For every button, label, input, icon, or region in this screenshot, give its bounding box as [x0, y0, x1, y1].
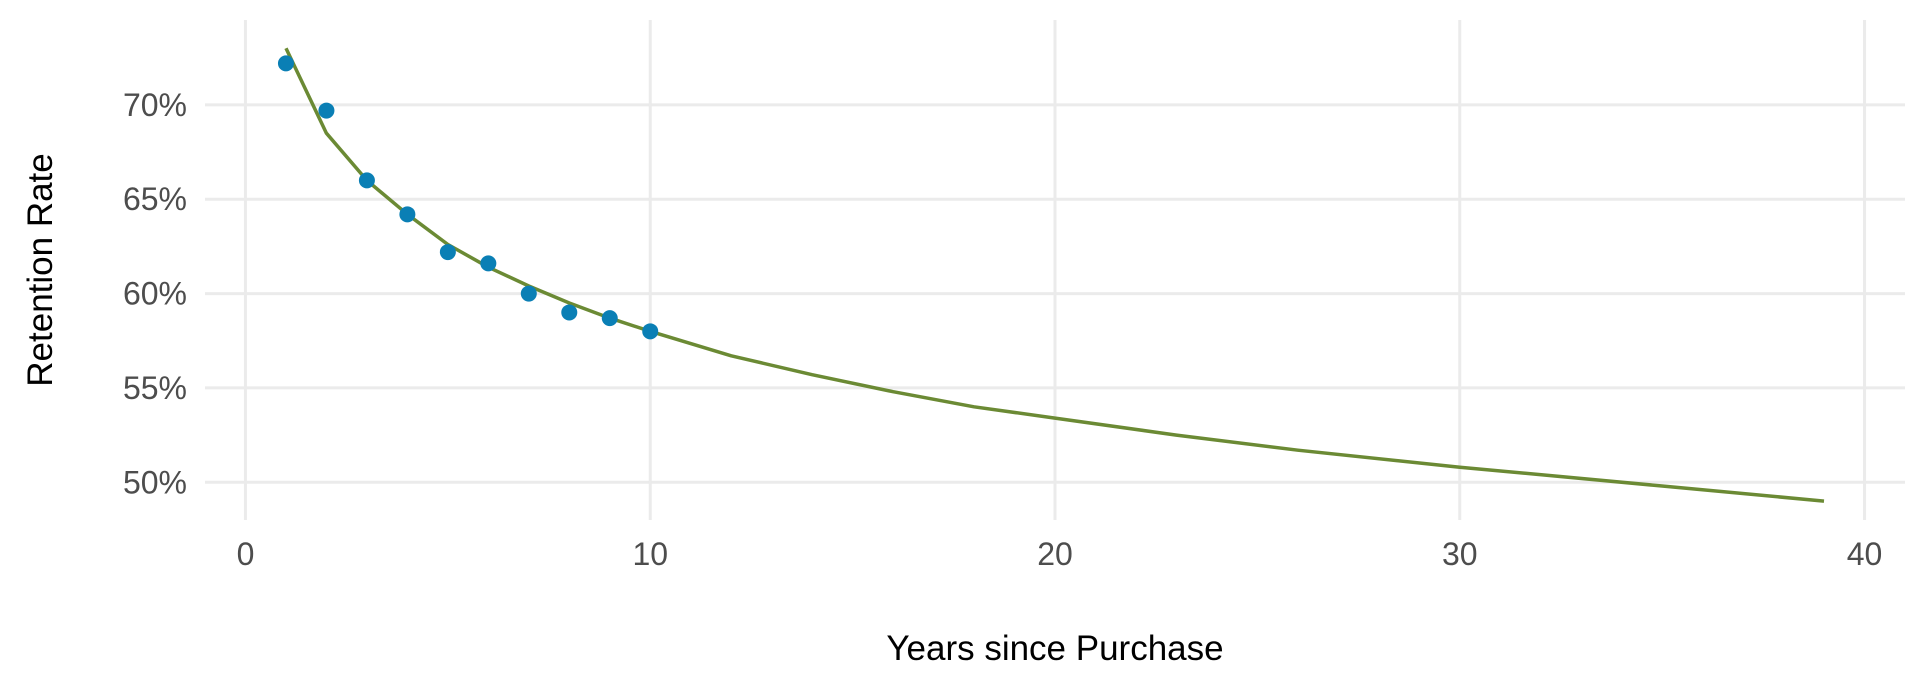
- data-point: [642, 323, 659, 340]
- tick-layer: 50% 55% 60% 65% 70% 0 10 20 30 40: [123, 87, 1882, 572]
- x-tick-label: 20: [1037, 536, 1073, 572]
- y-tick-label: 65%: [123, 181, 187, 217]
- y-tick-label: 70%: [123, 87, 187, 123]
- fitted-curve-line: [284, 47, 1825, 503]
- y-tick-label: 55%: [123, 370, 187, 406]
- data-point: [277, 55, 294, 72]
- data-point: [358, 172, 375, 189]
- x-tick-label: 30: [1442, 536, 1478, 572]
- x-tick-label: 0: [237, 536, 255, 572]
- x-tick-label: 40: [1847, 536, 1883, 572]
- data-point: [439, 244, 456, 261]
- series-layer: [277, 47, 1825, 503]
- data-point: [561, 304, 578, 321]
- data-point: [601, 310, 618, 327]
- data-point: [318, 102, 335, 119]
- y-axis-title: Retention Rate: [21, 153, 60, 386]
- grid-layer: [205, 20, 1905, 520]
- y-tick-label: 50%: [123, 464, 187, 500]
- x-tick-label: 10: [632, 536, 668, 572]
- y-tick-label: 60%: [123, 276, 187, 312]
- x-axis-title: Years since Purchase: [886, 629, 1223, 668]
- data-point: [480, 255, 497, 272]
- data-point: [520, 285, 537, 302]
- data-point: [399, 206, 416, 223]
